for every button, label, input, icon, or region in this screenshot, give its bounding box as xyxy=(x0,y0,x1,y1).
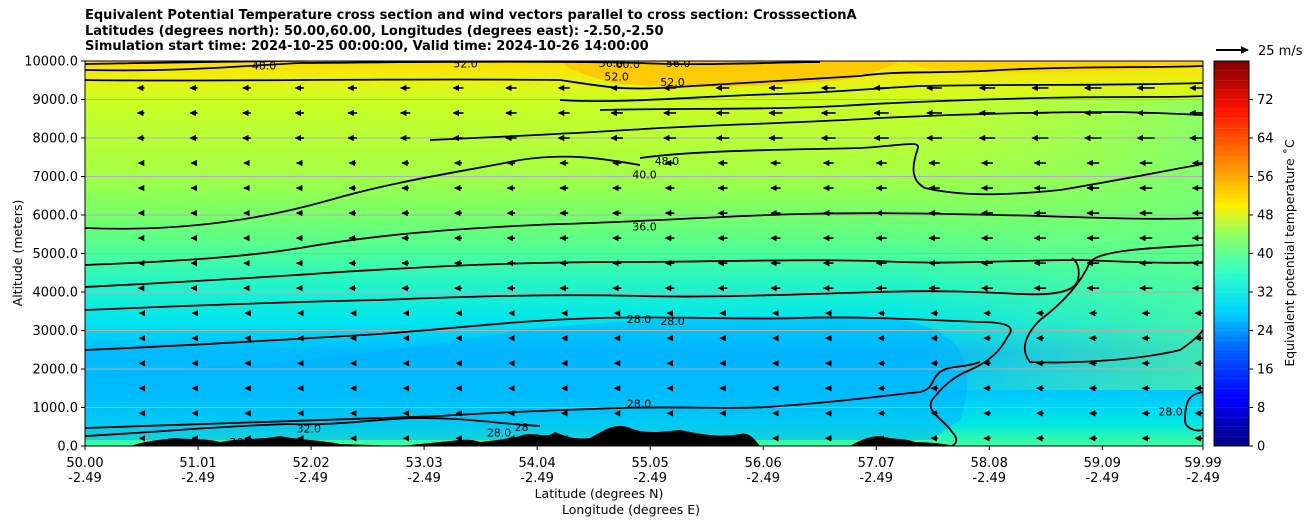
x-tick-label-lat: 57.07 xyxy=(858,456,895,471)
colorbar-scale xyxy=(1214,61,1249,446)
colorbar-tick-label: 24 xyxy=(1257,324,1274,339)
x-tick-label-lon: -2.49 xyxy=(633,471,667,486)
x-tick-label-lat: 54.04 xyxy=(519,456,556,471)
x-tick-label-lat: 51.01 xyxy=(179,456,216,471)
contour-line xyxy=(85,361,981,429)
terrain xyxy=(85,425,955,446)
colorbar-tick-label: 16 xyxy=(1257,363,1274,378)
x-tick-label-lon: -2.49 xyxy=(1186,471,1220,486)
y-tick-label: 9000.0 xyxy=(33,93,79,108)
colorbar-tick-label: 40 xyxy=(1257,247,1274,262)
plot-area: 48.0 52.0 56.060.0 56.052.0 52.040.048.036.0… xyxy=(85,57,1203,449)
x-tick-label-lat: 56.06 xyxy=(745,456,782,471)
colorbar-tick-label: 64 xyxy=(1257,132,1274,147)
y-axis-label: Altitude (meters) xyxy=(10,200,25,307)
x-axis-label-latitude: Latitude (degrees N) xyxy=(535,486,664,501)
y-tick-label: 2000.0 xyxy=(33,363,79,378)
contour-label: 28.0 xyxy=(660,315,685,328)
title-line-1: Equivalent Potential Temperature cross s… xyxy=(85,8,857,23)
x-tick-label-lon: -2.49 xyxy=(181,471,215,486)
x-tick-label-lon: -2.49 xyxy=(746,471,780,486)
contour-line xyxy=(85,61,821,72)
y-tick-label: 3000.0 xyxy=(33,324,79,339)
contour-line xyxy=(639,143,1203,196)
quiver-key-label: 25 m/s xyxy=(1258,44,1303,59)
contour-line xyxy=(85,316,1012,446)
title-line-2: Latitudes (degrees north): 50.00,60.00, … xyxy=(85,23,664,39)
contour-label: 56.0 xyxy=(599,57,624,70)
contour-line xyxy=(1184,391,1203,432)
x-tick-label-lon: -2.49 xyxy=(407,471,441,486)
x-tick-label-lat: 59.99 xyxy=(1184,456,1221,471)
y-tick-label: 5000.0 xyxy=(33,247,79,262)
y-tick-label: 0.0 xyxy=(57,440,78,455)
contour-labels: 48.0 52.0 56.060.0 56.052.0 52.040.048.036.0… xyxy=(229,57,1183,449)
contour-label: 48.0 xyxy=(252,60,277,73)
colorbar-tick-label: 56 xyxy=(1257,170,1274,185)
x-tick-label-lat: 55.05 xyxy=(632,456,669,471)
x-tick-label-lat: 58.08 xyxy=(971,456,1008,471)
y-tick-label: 8000.0 xyxy=(33,132,79,147)
wind-vectors xyxy=(136,84,1203,442)
title-line-3: Simulation start time: 2024-10-25 00:00:… xyxy=(85,39,649,54)
upper-warm-region-right xyxy=(900,61,1203,73)
x-tick-label-lon: -2.49 xyxy=(1085,471,1119,486)
y-tick-label: 10000.0 xyxy=(24,55,78,70)
contour-label: 32.0 xyxy=(297,423,322,436)
x-axis: 50.00-2.4951.01-2.4952.02-2.4953.03-2.49… xyxy=(66,446,1222,486)
contour-label: 60.0 xyxy=(616,58,641,71)
contour-line xyxy=(429,111,1203,141)
upper-warm-region xyxy=(560,61,900,88)
contour-line xyxy=(85,259,1203,288)
low-theta-e-pocket xyxy=(85,316,968,440)
colorbar-tick-label: 8 xyxy=(1257,401,1265,416)
colorbar-tick-label: 0 xyxy=(1257,440,1265,455)
y-tick-label: 1000.0 xyxy=(33,401,79,416)
contour-line xyxy=(85,417,541,437)
x-tick-label-lon: -2.49 xyxy=(68,471,102,486)
contour-label: 28.0 xyxy=(1158,405,1183,418)
contour-label: 48.0 xyxy=(655,155,680,168)
y-tick-label: 7000.0 xyxy=(33,170,79,185)
x-tick-label-lon: -2.49 xyxy=(520,471,554,486)
chart-title: Equivalent Potential Temperature cross s… xyxy=(85,8,857,55)
contour-label: 28.0 xyxy=(487,427,512,440)
x-axis-label-longitude: Longitude (degrees E) xyxy=(562,502,700,517)
contour-label: 52.0 xyxy=(453,58,478,71)
colorbar: 0 8 16 24 32 40 48 56 64 72 xyxy=(1213,60,1274,455)
contour-label: 56.0 xyxy=(666,57,691,70)
x-tick-label-lat: 59.09 xyxy=(1084,456,1121,471)
contour-line xyxy=(1023,244,1203,364)
x-tick-label-lat: 52.02 xyxy=(292,456,329,471)
x-tick-label-lon: -2.49 xyxy=(294,471,328,486)
contour-label: 36.0 xyxy=(229,436,254,449)
y-tick-label: 4000.0 xyxy=(33,286,79,301)
colorbar-label: Equivalent potential temperature ˚C xyxy=(1282,139,1297,367)
contour-line xyxy=(85,65,1203,90)
contour-label: 36.0 xyxy=(632,221,657,234)
contour-line xyxy=(559,82,1203,103)
contour-label: 40.0 xyxy=(632,169,657,182)
y-axis: 0.0 1000.0 2000.0 3000.0 4000.0 5000.0 6000.0 7… xyxy=(24,55,85,455)
colorbar-tick-label: 72 xyxy=(1257,93,1274,108)
contour-label: 28.0 xyxy=(627,313,652,326)
y-tick-label: 6000.0 xyxy=(33,209,79,224)
x-tick-label-lon: -2.49 xyxy=(859,471,893,486)
contour-line xyxy=(85,155,641,230)
x-tick-label-lon: -2.49 xyxy=(972,471,1006,486)
colorbar-tick-label: 48 xyxy=(1257,209,1274,224)
x-tick-label-lat: 53.03 xyxy=(405,456,442,471)
contour-label: 52.0 xyxy=(660,76,685,89)
colorbar-frame xyxy=(1213,60,1250,447)
x-tick-label-lat: 50.00 xyxy=(66,456,103,471)
contour-line xyxy=(85,257,1080,311)
contour-label: 52.0 xyxy=(604,70,629,83)
colorbar-tick-label: 32 xyxy=(1257,286,1274,301)
contour-label: 28 xyxy=(514,421,528,434)
contour-line xyxy=(599,95,1203,111)
contour-label: 28.0 xyxy=(627,398,652,411)
